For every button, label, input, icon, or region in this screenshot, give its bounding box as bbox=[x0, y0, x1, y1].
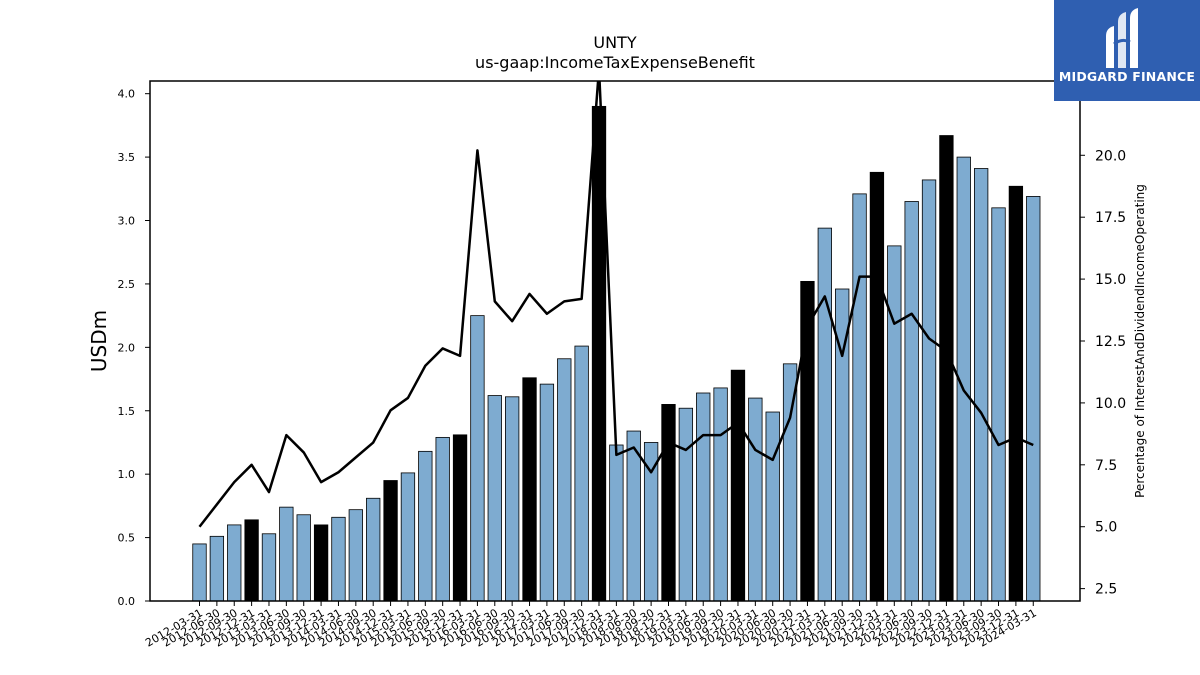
y2-tick-label: 17.5 bbox=[1095, 210, 1126, 226]
bar bbox=[435, 436, 450, 602]
bar bbox=[557, 358, 572, 602]
y-axis-label: USDm bbox=[87, 310, 111, 372]
y2-tick-label: 15.0 bbox=[1095, 272, 1126, 288]
y-tick-label: 3.0 bbox=[118, 215, 136, 228]
chart-subtitle: us-gaap:IncomeTaxExpenseBenefit bbox=[475, 53, 755, 72]
bar bbox=[1008, 185, 1024, 602]
bar bbox=[244, 519, 259, 602]
bar bbox=[991, 207, 1006, 602]
bar bbox=[261, 533, 277, 602]
bar bbox=[678, 407, 694, 602]
bar bbox=[869, 171, 885, 602]
midgard-logo-icon bbox=[1106, 8, 1138, 68]
y-axis: 0.0 0.5 1.0 1.5 2.0 2.5 3.0 3.5 4.0 bbox=[118, 88, 150, 608]
y2-axis: 2.55.07.510.012.515.017.520.022.5 bbox=[1080, 86, 1126, 598]
bar bbox=[713, 387, 728, 602]
bar bbox=[227, 524, 242, 602]
bar bbox=[974, 168, 989, 602]
bar bbox=[348, 509, 363, 602]
bar bbox=[748, 397, 763, 602]
y2-tick-label: 10.0 bbox=[1095, 396, 1126, 412]
bar bbox=[470, 315, 485, 602]
y2-tick-label: 2.5 bbox=[1095, 582, 1117, 598]
bar bbox=[383, 480, 398, 602]
y-tick-label: 1.5 bbox=[118, 405, 136, 418]
bar bbox=[904, 201, 919, 602]
y-tick-label: 2.0 bbox=[118, 341, 136, 354]
bar bbox=[209, 535, 225, 602]
bar bbox=[609, 444, 624, 602]
bar bbox=[522, 377, 537, 602]
y-tick-label: 3.5 bbox=[118, 151, 136, 164]
y-tick-label: 1.0 bbox=[118, 468, 136, 481]
bar bbox=[539, 383, 555, 602]
brand-name: MIDGARD FINANCE bbox=[1058, 69, 1196, 84]
chart-title: UNTY bbox=[593, 33, 636, 52]
bar bbox=[192, 543, 207, 602]
bar bbox=[400, 472, 416, 602]
bar bbox=[626, 430, 641, 602]
bar bbox=[313, 524, 329, 602]
bar bbox=[574, 345, 589, 602]
y2-axis-label: Percentage of InterestAndDividendIncomeO… bbox=[1133, 184, 1147, 498]
y2-tick-label: 20.0 bbox=[1095, 148, 1126, 164]
y-tick-label: 0.5 bbox=[118, 532, 136, 545]
y2-tick-label: 7.5 bbox=[1095, 458, 1117, 474]
y-tick-label: 2.5 bbox=[118, 278, 136, 291]
bar bbox=[418, 450, 433, 602]
y-tick-label: 0.0 bbox=[118, 595, 136, 608]
bar-series bbox=[192, 105, 1041, 602]
x-axis: 2012-03-312012-06-302012-09-302012-12-31… bbox=[143, 601, 1039, 650]
bar bbox=[696, 392, 711, 602]
y2-tick-label: 12.5 bbox=[1095, 334, 1126, 350]
y-tick-label: 4.0 bbox=[118, 88, 136, 101]
bar bbox=[661, 404, 676, 602]
brand-logo: MIDGARD FINANCE bbox=[1054, 0, 1200, 101]
bar bbox=[765, 411, 780, 602]
bar bbox=[487, 395, 502, 602]
bar bbox=[279, 506, 294, 602]
bar bbox=[921, 179, 937, 602]
bar bbox=[296, 514, 311, 602]
y2-tick-label: 5.0 bbox=[1095, 520, 1117, 536]
bar bbox=[939, 135, 954, 602]
bar bbox=[452, 434, 468, 602]
bar bbox=[331, 516, 346, 602]
bar bbox=[852, 193, 867, 602]
bar bbox=[817, 227, 832, 602]
line-series bbox=[198, 81, 1034, 528]
bar bbox=[730, 369, 746, 602]
line-path bbox=[198, 81, 1034, 528]
bar bbox=[1026, 196, 1041, 602]
bar bbox=[366, 497, 381, 602]
bar bbox=[505, 396, 520, 602]
bar bbox=[887, 245, 902, 602]
